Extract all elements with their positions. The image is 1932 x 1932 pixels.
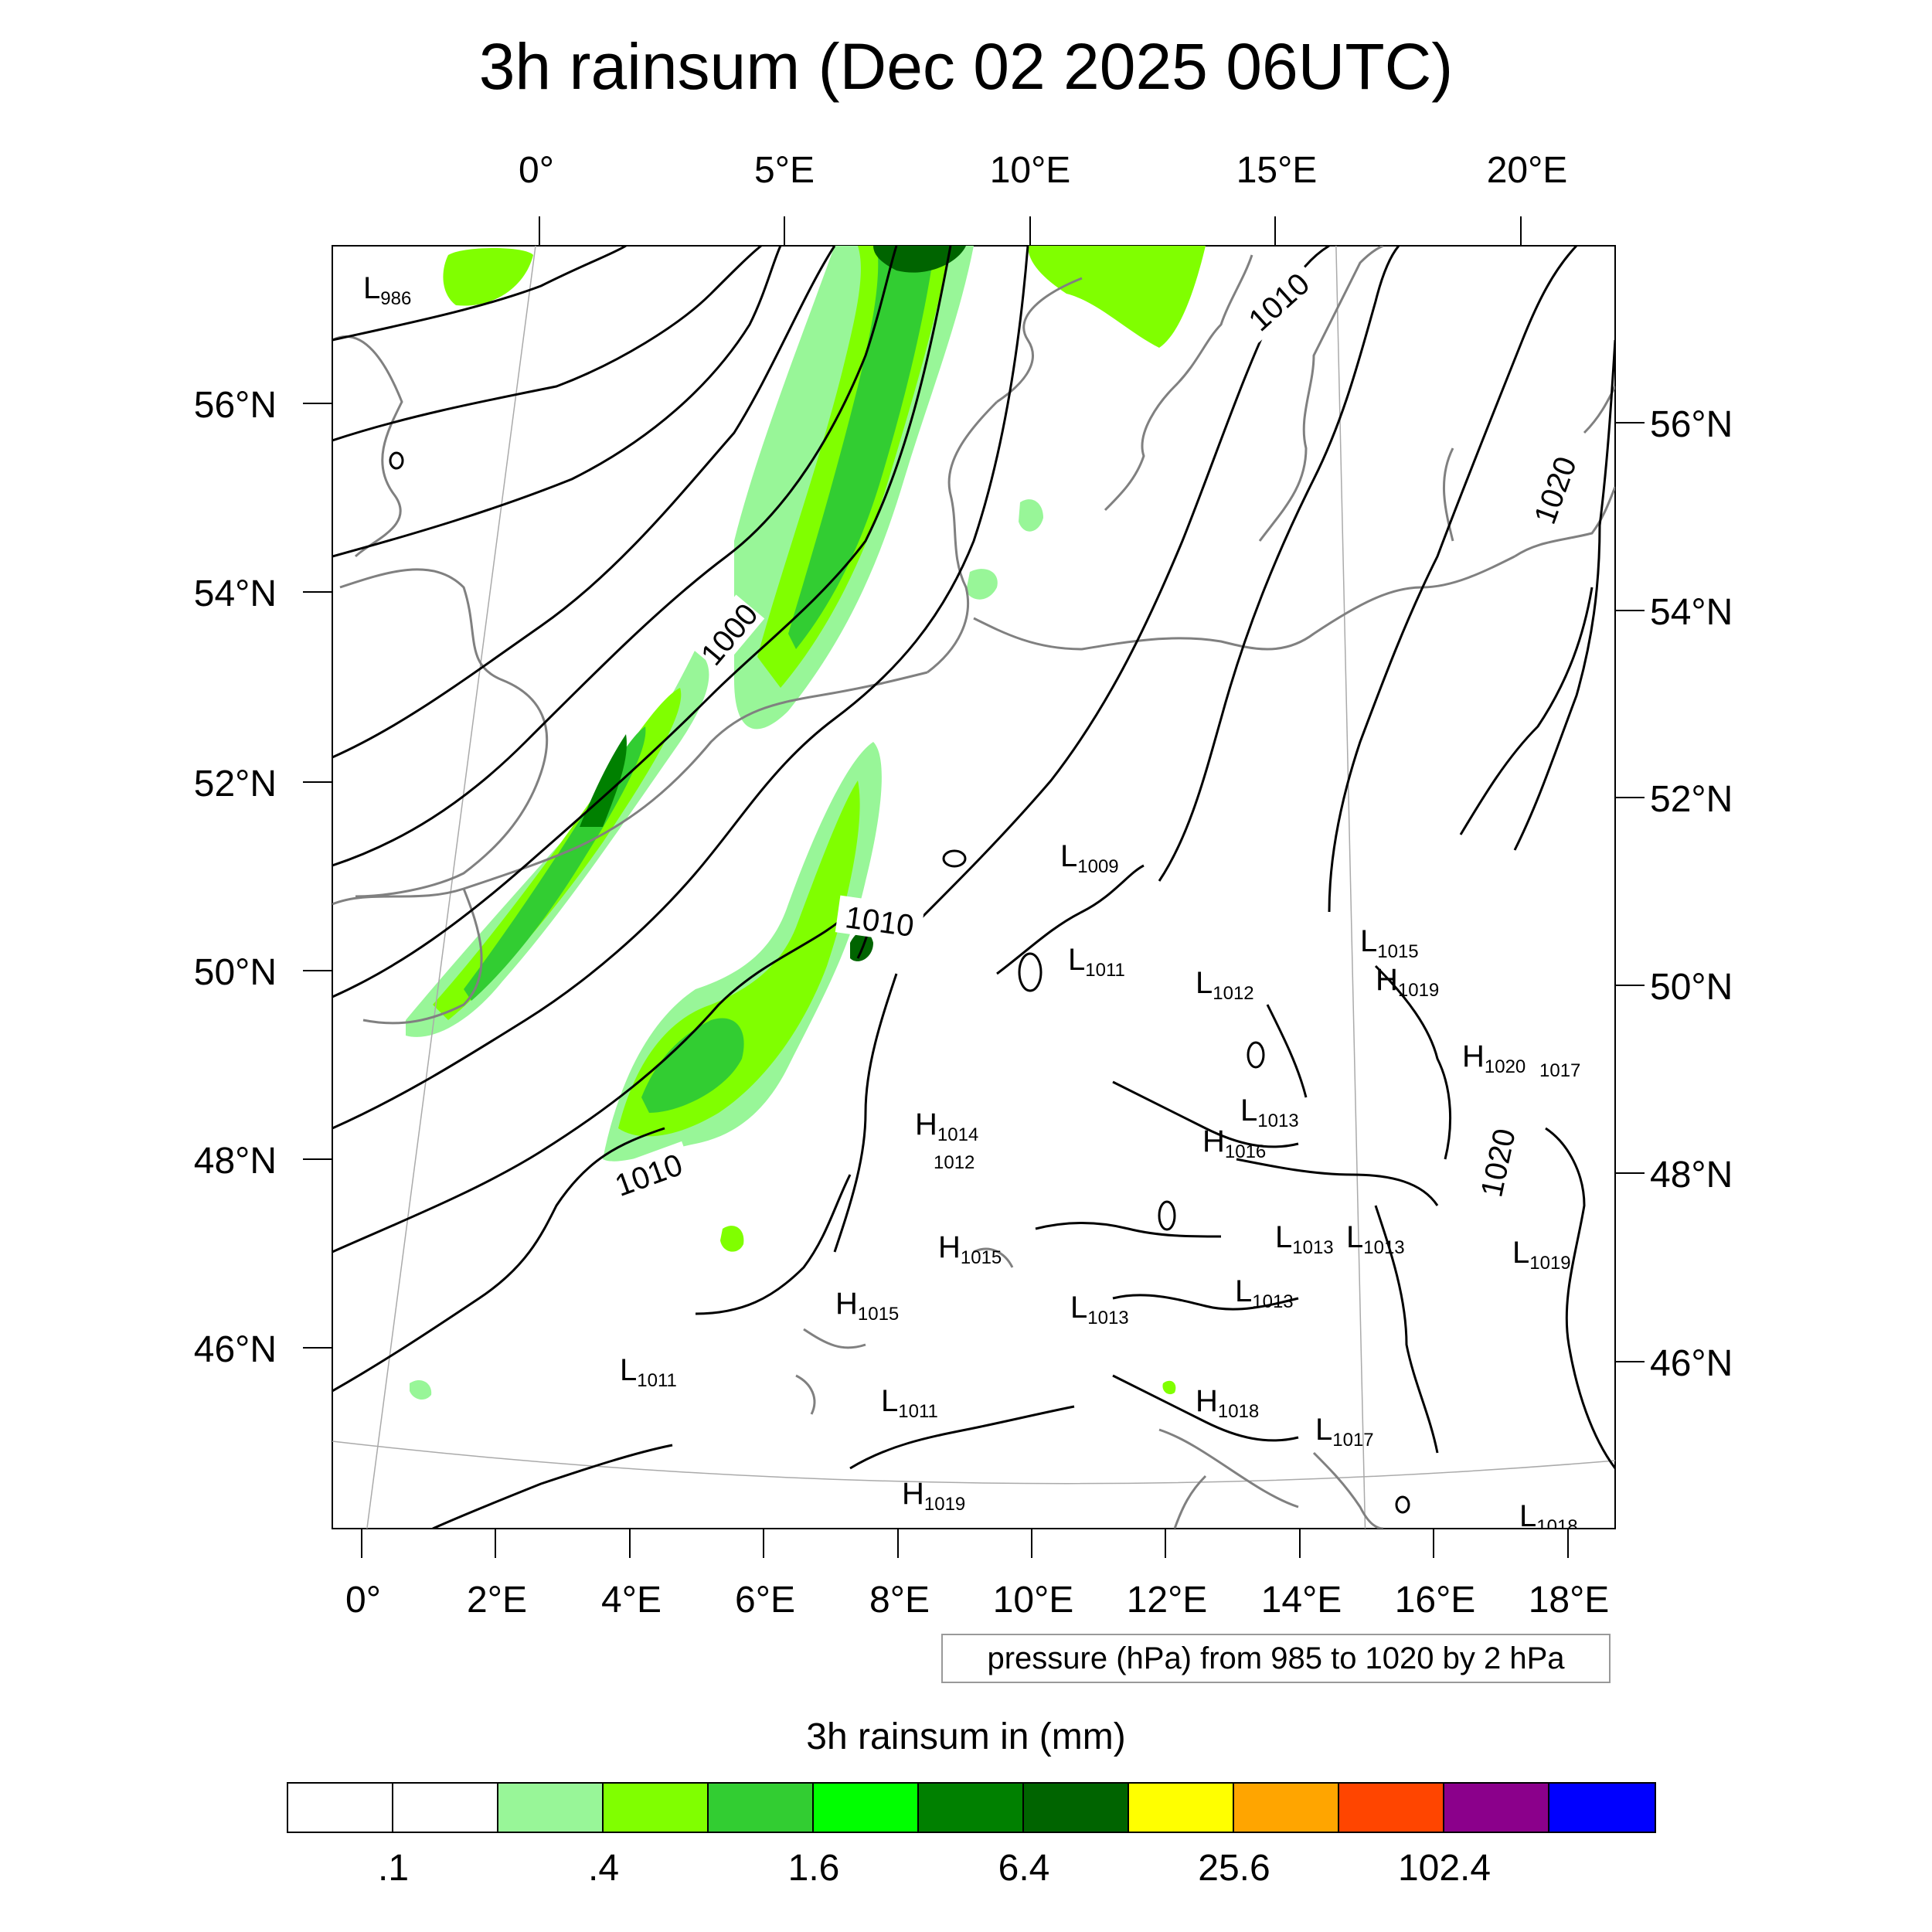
left-lat-label: 54°N [194,573,277,614]
rain-band-center-inner [641,1018,744,1113]
pressure-center: L1013 [1235,1274,1294,1312]
pressure-center: H1015 [938,1230,1002,1268]
pressure-center: L1011 [620,1353,677,1391]
graticule [332,246,1615,1529]
bottom-lon-label: 6°E [735,1580,795,1621]
pressure-center: L1013 [1275,1220,1334,1258]
coastlines [332,246,1615,1529]
right-lat-label: 46°N [1650,1343,1733,1384]
rain-patch-alps [1162,1380,1176,1395]
top-lon-label: 20°E [1487,150,1568,191]
rain-band-west [406,649,709,1037]
rain-band-west-dark [580,734,627,827]
axis-ticks [303,216,1645,1558]
right-lat-label: 50°N [1650,967,1733,1008]
right-lat-labels: 56°N 54°N 52°N 50°N 48°N 46°N [1650,404,1733,1384]
rain-band-center-dark [850,931,873,961]
colorbar-swatch [393,1784,498,1832]
pressure-center: L1018 [1519,1499,1578,1537]
rain-patch-sweden [1028,246,1206,348]
colorbar-swatch [288,1784,393,1832]
bottom-lon-labels: 0° 2°E 4°E 6°E 8°E 10°E 12°E 14°E 16°E 1… [345,1580,1609,1621]
colorbar-swatch [709,1784,814,1832]
pressure-center: L1011 [1068,943,1125,981]
colorbar-swatch [1024,1784,1129,1832]
left-lat-label: 48°N [194,1141,277,1182]
colorbar-swatch [498,1784,604,1832]
pressure-center: L1013 [1070,1291,1129,1328]
pressure-center: H1019 [902,1477,965,1515]
colorbar-swatch [1444,1784,1549,1832]
left-lat-label: 50°N [194,952,277,993]
right-lat-label: 52°N [1650,779,1733,820]
bottom-lon-label: 16°E [1395,1580,1476,1621]
top-lon-label: 15°E [1236,150,1318,191]
left-lat-label: 52°N [194,764,277,804]
left-lat-label: 56°N [194,385,277,426]
colorbar-swatch [1339,1784,1444,1832]
pressure-center: H1020 [1462,1039,1526,1077]
colorbar-tick-label: 102.4 [1397,1848,1492,1889]
colorbar-tick-label: .4 [587,1848,620,1889]
top-lon-label: 0° [519,150,554,191]
rain-patch-alps-west [410,1379,432,1400]
colorbar-tick-label: 1.6 [787,1848,840,1889]
rain-patch-north-scotland [443,248,533,306]
rain-band-north-dark [873,246,966,273]
colorbar-swatch [814,1784,919,1832]
colorbar-title: 3h rainsum in (mm) [806,1716,1126,1757]
colorbar-tick-label: .1 [377,1848,410,1889]
bottom-lon-label: 4°E [601,1580,662,1621]
rain-patch-denmark [1019,499,1043,532]
bottom-lon-label: 8°E [869,1580,930,1621]
top-lon-label: 10°E [990,150,1071,191]
pressure-center: L1013 [1346,1220,1405,1258]
pressure-centers: L986 L1009 L1011 L1012 L1015 H1019 H1020… [363,271,1580,1537]
pressure-center: H1019 [1376,963,1439,1001]
rain-patch-switzerland [720,1226,744,1252]
contour-info-box: pressure (hPa) from 985 to 1020 by 2 hPa [941,1634,1611,1683]
pressure-center: H1014 [915,1107,978,1145]
pressure-center: L1013 [1240,1094,1299,1131]
colorbar-swatch [1129,1784,1234,1832]
top-lon-label: 5°E [754,150,815,191]
pressure-center: L1009 [1060,839,1119,877]
pressure-center: 1017 [1539,1060,1580,1081]
pressure-center: L1012 [1196,966,1254,1004]
pressure-center: L1015 [1360,924,1419,962]
colorbar-tick-label: 6.4 [998,1848,1050,1889]
bottom-lon-label: 2°E [467,1580,527,1621]
bottom-lon-label: 12°E [1127,1580,1208,1621]
pressure-center: L986 [363,271,411,309]
pressure-center: L1019 [1512,1236,1571,1274]
bottom-lon-label: 14°E [1261,1580,1342,1621]
colorbar-tick-label: 25.6 [1198,1848,1270,1889]
map-title: 3h rainsum (Dec 02 2025 06UTC) [478,30,1454,103]
pressure-center: H1018 [1196,1384,1259,1422]
pressure-center: 1012 [934,1152,975,1173]
pressure-center: H1016 [1202,1124,1266,1162]
right-lat-label: 48°N [1650,1155,1733,1196]
rain-band-north-inner [788,246,935,649]
pressure-center: H1015 [835,1287,899,1325]
bottom-lon-label: 18°E [1529,1580,1610,1621]
left-lat-label: 46°N [194,1329,277,1370]
colorbar-swatch [1549,1784,1655,1832]
top-lon-labels: 0° 5°E 10°E 15°E 20°E [519,150,1567,191]
colorbar [287,1782,1656,1833]
right-lat-label: 56°N [1650,404,1733,445]
bottom-lon-label: 10°E [993,1580,1074,1621]
colorbar-labels: .1 .4 1.6 6.4 25.6 102.4 [0,1845,1932,1900]
pressure-center: L1011 [881,1384,938,1422]
right-lat-label: 54°N [1650,592,1733,633]
bottom-lon-label: 0° [345,1580,381,1621]
pressure-center: L1017 [1315,1413,1374,1451]
colorbar-swatch [604,1784,709,1832]
colorbar-swatch [1234,1784,1339,1832]
left-lat-labels: 56°N 54°N 52°N 50°N 48°N 46°N [194,385,277,1370]
rain-patch-germany [966,569,998,600]
colorbar-swatch [919,1784,1024,1832]
